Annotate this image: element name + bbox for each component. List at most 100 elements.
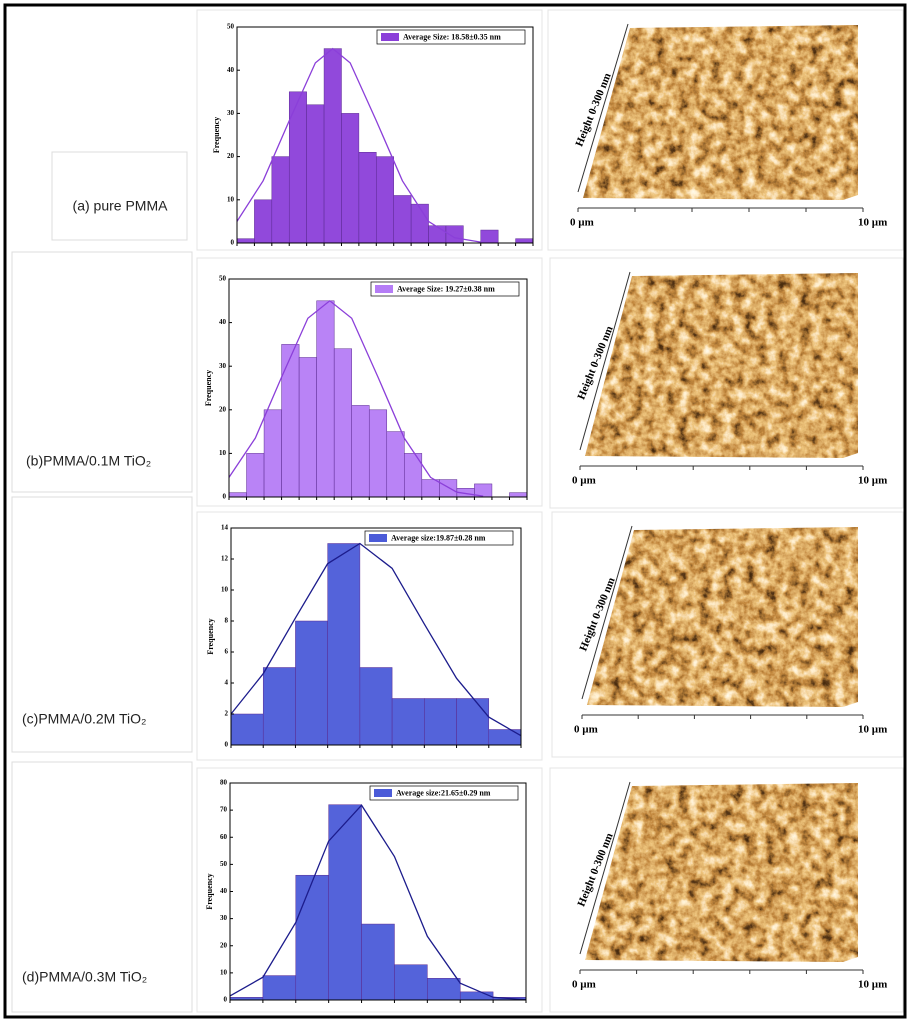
bar bbox=[394, 964, 428, 1001]
plot-frame bbox=[228, 278, 528, 498]
afm-x-start: 0 µm bbox=[572, 979, 596, 991]
y-tick-label: 10 bbox=[221, 586, 229, 594]
y-tick-label: 6 bbox=[225, 648, 229, 656]
y-tick-label: 0 bbox=[231, 239, 235, 247]
bar bbox=[236, 238, 255, 244]
bar bbox=[316, 300, 335, 498]
bar bbox=[459, 991, 494, 1001]
bar bbox=[393, 195, 412, 244]
y-axis-label: Frequency bbox=[206, 618, 215, 654]
bar bbox=[376, 156, 394, 244]
bar bbox=[351, 405, 370, 498]
afm-x-end: 10 µm bbox=[858, 217, 887, 229]
y-tick-label: 14 bbox=[221, 524, 229, 532]
legend-box bbox=[369, 785, 519, 801]
y-tick-label: 20 bbox=[227, 152, 235, 160]
y-tick-label: 50 bbox=[227, 23, 235, 31]
bar bbox=[306, 104, 325, 244]
legend-swatch bbox=[374, 789, 392, 797]
y-tick-label: 80 bbox=[220, 779, 228, 787]
bar bbox=[281, 344, 300, 498]
afm-x-end: 10 µm bbox=[858, 475, 887, 487]
bar bbox=[439, 479, 458, 498]
y-tick-label: 20 bbox=[219, 405, 227, 413]
y-tick-label: 2 bbox=[225, 710, 229, 718]
bar bbox=[421, 479, 440, 498]
bar bbox=[361, 923, 395, 1001]
fit-curve bbox=[236, 47, 481, 243]
row-label: (c)PMMA/0.2M TiO₂ bbox=[22, 711, 146, 727]
row-label: (a) pure PMMA bbox=[73, 198, 169, 214]
bar bbox=[358, 152, 377, 244]
bar bbox=[424, 698, 457, 746]
afm-z-axis bbox=[581, 525, 633, 700]
y-tick-label: 30 bbox=[220, 914, 228, 922]
label-box bbox=[11, 496, 193, 753]
y-tick-label: 40 bbox=[219, 318, 227, 326]
afm-surface bbox=[583, 25, 858, 200]
bar bbox=[254, 199, 273, 244]
afm-z-axis bbox=[577, 23, 629, 193]
afm-surface bbox=[587, 527, 858, 707]
y-tick-label: 40 bbox=[227, 66, 235, 74]
y-tick-label: 40 bbox=[220, 887, 228, 895]
bar bbox=[262, 667, 296, 746]
y-axis-label: Frequency bbox=[212, 117, 221, 153]
fit-curve bbox=[230, 542, 522, 737]
label-box bbox=[51, 151, 188, 241]
y-tick-label: 50 bbox=[220, 860, 228, 868]
bar bbox=[323, 48, 342, 244]
y-tick-label: 10 bbox=[220, 968, 228, 976]
afm-x-end: 10 µm bbox=[858, 724, 887, 736]
bar bbox=[391, 698, 425, 746]
y-tick-label: 30 bbox=[227, 109, 235, 117]
y-tick-label: 10 bbox=[227, 195, 235, 203]
bar bbox=[328, 804, 362, 1001]
plot-frame bbox=[236, 26, 534, 244]
legend-label: Average size:21.65±0.29 nm bbox=[396, 788, 491, 797]
fit-curve bbox=[229, 804, 527, 1001]
y-axis-label: Frequency bbox=[204, 370, 213, 406]
bar bbox=[368, 409, 388, 498]
bar bbox=[263, 409, 282, 498]
afm-x-end: 10 µm bbox=[858, 979, 887, 991]
label-box bbox=[11, 761, 193, 1013]
legend-label: Average size:19.87±0.28 nm bbox=[391, 533, 486, 542]
bar bbox=[246, 453, 265, 498]
y-tick-label: 0 bbox=[225, 741, 229, 749]
y-tick-label: 60 bbox=[220, 833, 228, 841]
legend-swatch bbox=[381, 33, 399, 41]
y-tick-label: 20 bbox=[220, 941, 228, 949]
legend-swatch bbox=[375, 285, 393, 293]
bar bbox=[515, 238, 534, 244]
fit-curve bbox=[228, 299, 484, 497]
plot-frame bbox=[230, 527, 522, 746]
legend-swatch bbox=[369, 534, 387, 542]
y-tick-label: 8 bbox=[225, 617, 229, 625]
y-tick-label: 0 bbox=[224, 996, 228, 1004]
y-tick-label: 50 bbox=[219, 275, 227, 283]
bar bbox=[456, 698, 490, 746]
y-tick-label: 0 bbox=[223, 493, 227, 501]
y-tick-label: 12 bbox=[221, 555, 229, 563]
bar bbox=[298, 357, 317, 498]
bar bbox=[341, 113, 360, 244]
row-label: (d)PMMA/0.3M TiO₂ bbox=[22, 969, 147, 985]
afm-x-start: 0 µm bbox=[570, 217, 594, 229]
legend-box bbox=[376, 29, 526, 45]
y-tick-label: 70 bbox=[220, 806, 228, 814]
bar bbox=[230, 713, 264, 746]
y-tick-label: 4 bbox=[225, 679, 229, 687]
bar bbox=[333, 348, 352, 498]
y-tick-label: 10 bbox=[219, 449, 227, 457]
bar bbox=[480, 229, 499, 244]
y-tick-label: 30 bbox=[219, 362, 227, 370]
legend-box bbox=[370, 281, 520, 297]
afm-x-start: 0 µm bbox=[574, 724, 598, 736]
row-label: (b)PMMA/0.1M TiO₂ bbox=[26, 453, 151, 469]
bar bbox=[488, 729, 522, 746]
afm-surface bbox=[585, 783, 858, 962]
legend-box bbox=[364, 530, 514, 546]
bar bbox=[295, 620, 328, 746]
